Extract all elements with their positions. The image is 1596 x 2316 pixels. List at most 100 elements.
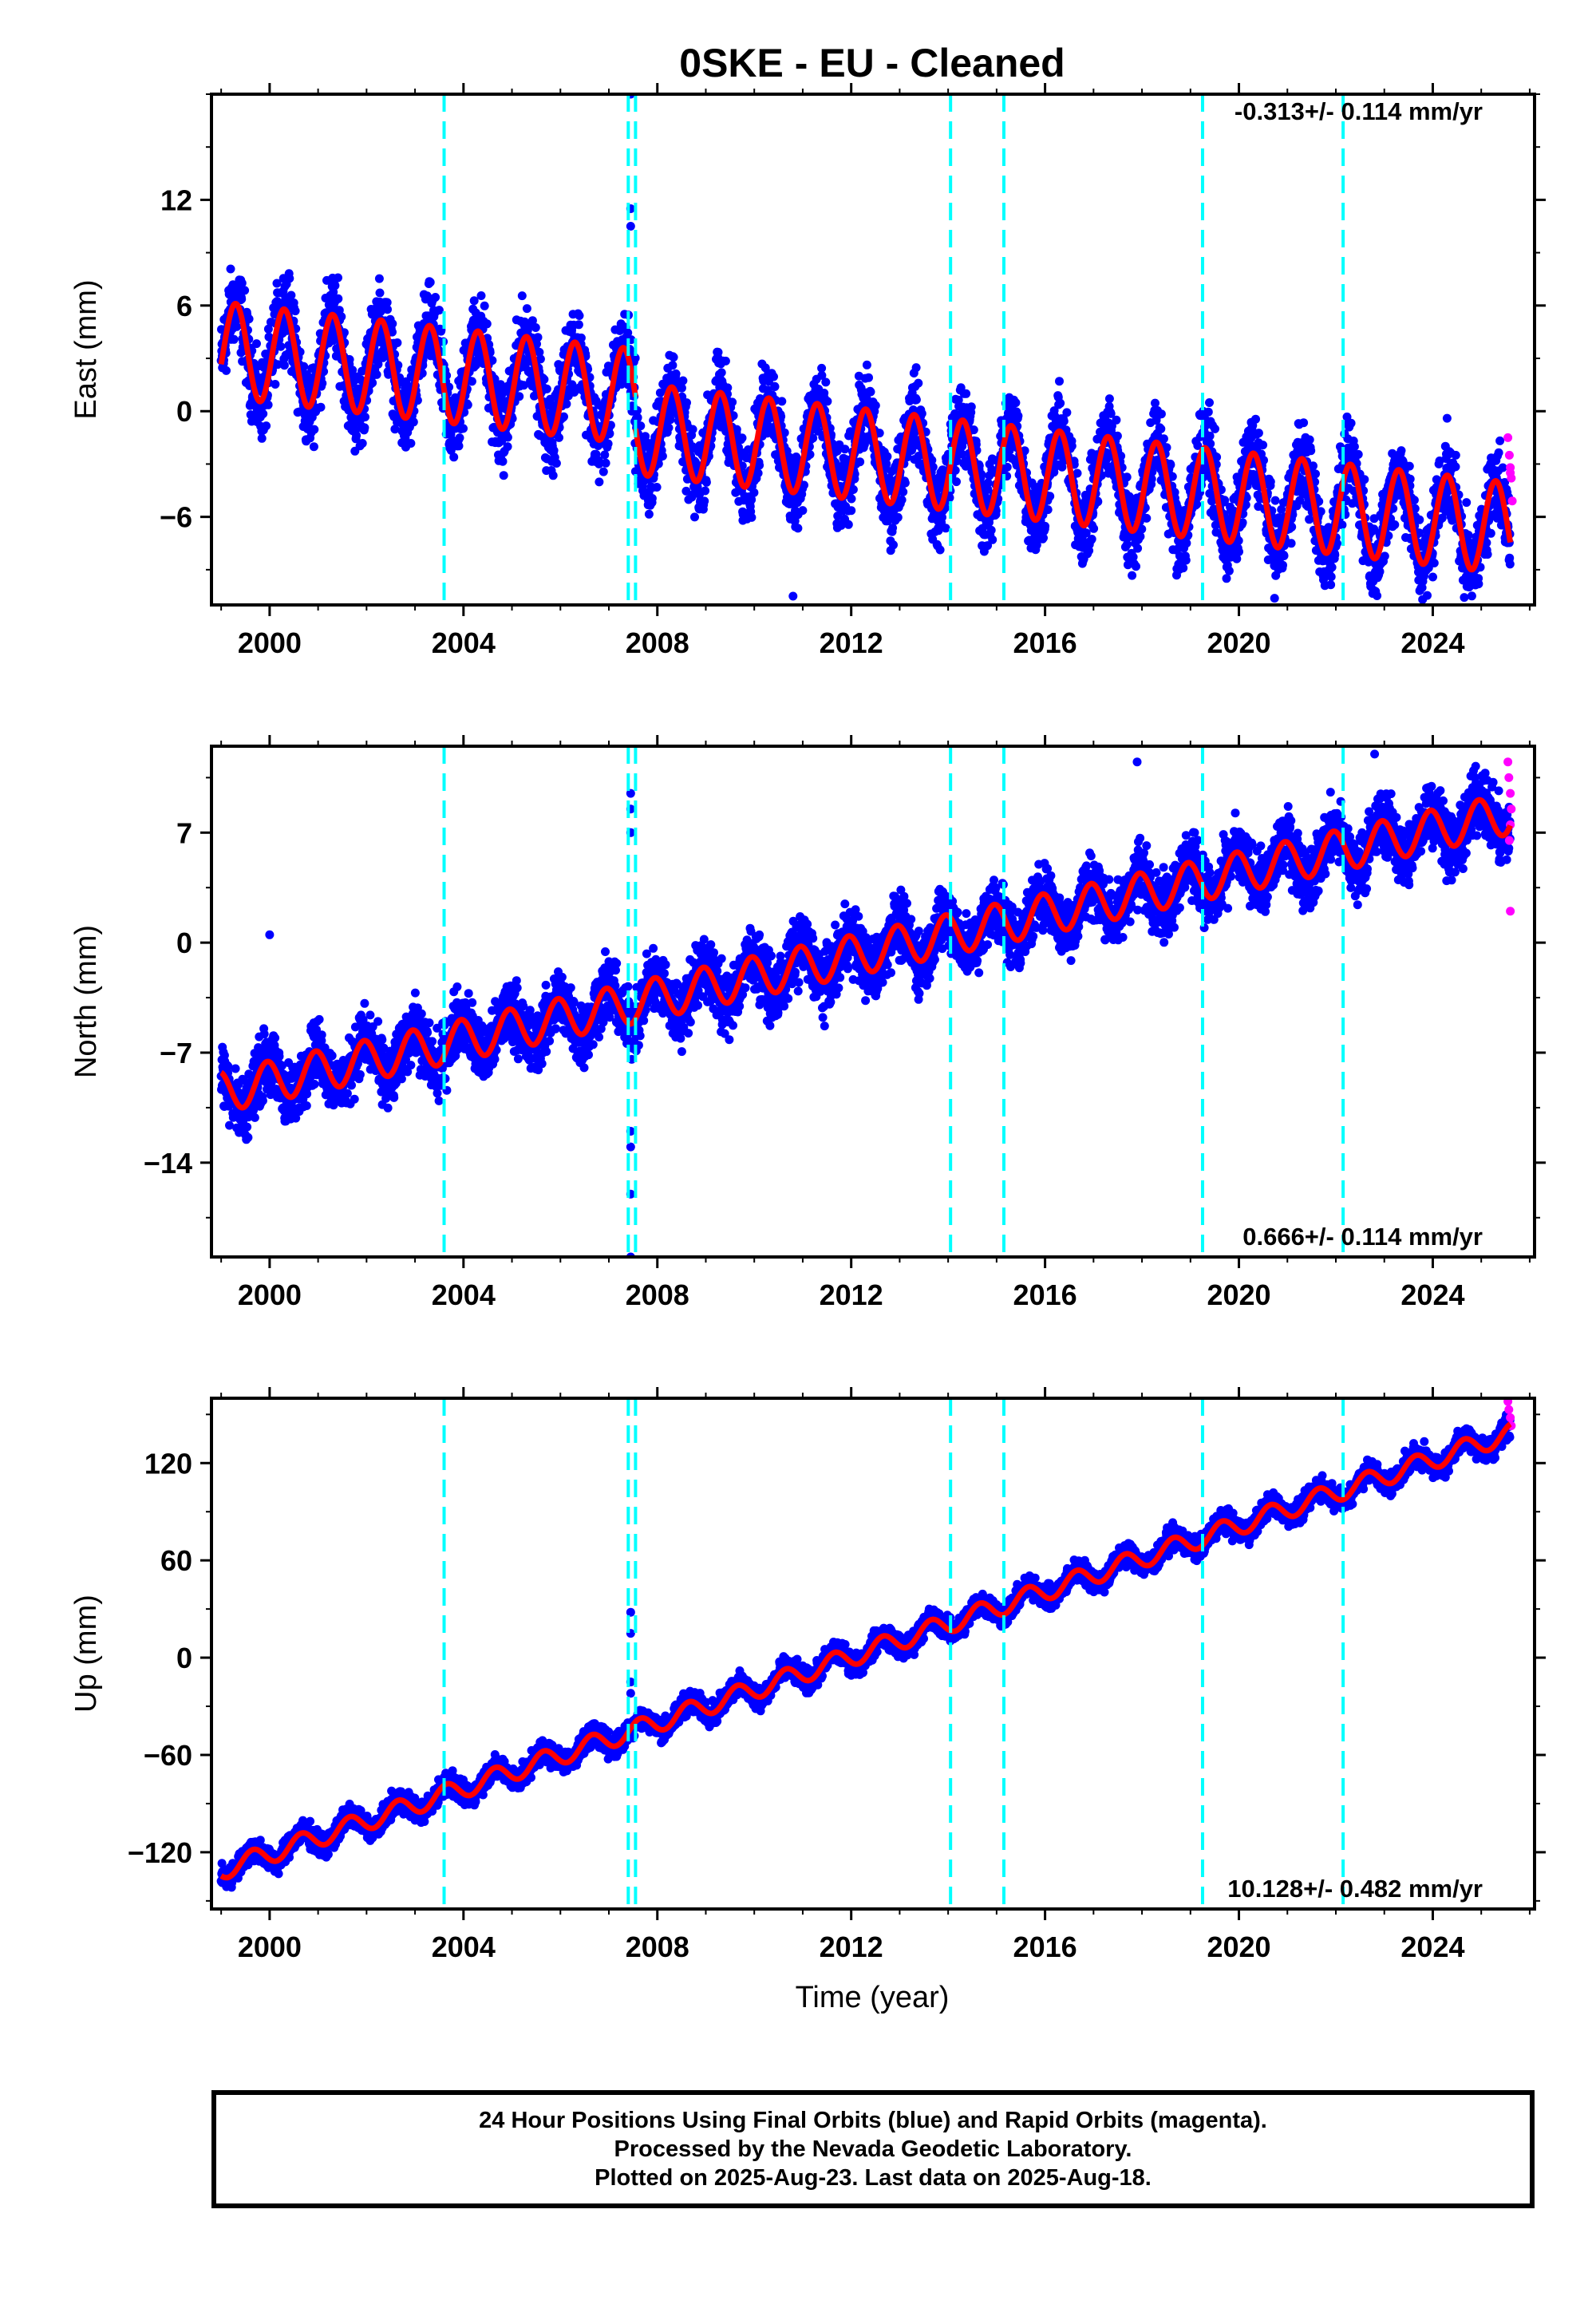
data-point xyxy=(871,401,880,410)
data-point xyxy=(498,456,508,466)
data-point xyxy=(1151,398,1159,408)
data-point xyxy=(647,494,657,503)
data-point xyxy=(279,361,289,370)
data-point xyxy=(503,442,512,452)
data-point xyxy=(883,452,892,461)
data-point xyxy=(237,279,247,288)
data-point xyxy=(1235,547,1243,556)
data-point xyxy=(459,424,468,433)
data-point xyxy=(875,429,884,438)
data-point xyxy=(533,333,543,342)
data-point xyxy=(1011,398,1021,408)
data-point xyxy=(406,439,416,448)
data-point xyxy=(682,398,691,408)
data-point xyxy=(1211,424,1219,433)
data-point xyxy=(677,383,686,393)
data-point xyxy=(374,274,384,283)
data-point xyxy=(1220,496,1230,505)
data-point xyxy=(454,441,464,451)
data-point xyxy=(817,363,827,373)
data-point xyxy=(388,327,397,337)
data-point xyxy=(770,382,780,391)
data-point xyxy=(900,478,910,488)
data-point xyxy=(476,291,486,300)
data-point xyxy=(1013,411,1023,421)
data-point xyxy=(1404,461,1414,471)
data-point xyxy=(271,380,280,389)
data-point xyxy=(1306,446,1316,456)
data-point xyxy=(988,535,998,544)
data-point xyxy=(1212,453,1222,462)
data-point xyxy=(914,378,923,388)
data-point xyxy=(681,486,691,496)
data-point xyxy=(316,402,326,412)
data-point xyxy=(390,425,400,434)
data-point xyxy=(753,468,763,478)
data-point xyxy=(535,347,544,357)
data-point xyxy=(559,412,568,421)
data-point xyxy=(1159,434,1168,444)
data-point xyxy=(482,319,492,329)
data-point xyxy=(1337,520,1347,530)
data-point xyxy=(1360,475,1369,484)
data-point xyxy=(595,459,604,468)
data-point xyxy=(893,512,903,522)
data-point xyxy=(393,338,402,347)
data-point xyxy=(701,486,710,496)
data-point xyxy=(1123,539,1132,549)
data-point xyxy=(888,524,898,532)
data-point xyxy=(393,361,403,370)
data-point xyxy=(1128,571,1137,580)
data-point xyxy=(1041,521,1050,531)
data-point xyxy=(434,306,444,315)
data-point xyxy=(889,540,898,550)
data-point xyxy=(1181,555,1191,565)
data-point xyxy=(229,334,239,344)
data-point xyxy=(664,423,674,433)
data-point xyxy=(567,380,577,389)
data-point xyxy=(966,402,976,412)
data-point xyxy=(226,264,235,274)
data-point xyxy=(1142,513,1152,523)
data-point xyxy=(1327,563,1337,572)
data-point xyxy=(517,291,527,301)
data-point xyxy=(1112,431,1122,441)
data-point xyxy=(549,445,559,455)
data-point xyxy=(222,366,231,375)
data-point xyxy=(345,355,354,364)
data-point xyxy=(1286,539,1296,548)
data-point xyxy=(469,296,479,306)
data-point xyxy=(372,370,381,379)
data-point xyxy=(259,409,268,418)
data-point xyxy=(911,395,921,405)
data-point xyxy=(286,290,296,300)
data-point xyxy=(337,312,346,322)
data-point xyxy=(847,506,856,516)
data-point xyxy=(1415,515,1424,524)
data-point xyxy=(375,288,385,298)
data-point xyxy=(962,389,971,398)
data-point xyxy=(1305,515,1314,524)
data-point xyxy=(1278,560,1287,570)
data-point xyxy=(425,278,435,287)
data-point xyxy=(237,294,247,304)
data-point xyxy=(383,305,392,314)
data-point xyxy=(299,362,309,371)
data-point xyxy=(244,314,254,324)
data-point xyxy=(713,347,723,357)
data-point xyxy=(817,370,827,380)
data-point xyxy=(899,487,908,496)
data-point xyxy=(897,495,907,504)
data-point xyxy=(1349,442,1359,452)
data-point xyxy=(360,423,369,433)
data-point xyxy=(952,477,961,487)
data-point xyxy=(1390,520,1400,529)
data-point xyxy=(467,377,476,386)
data-point xyxy=(737,433,747,443)
data-point xyxy=(882,459,891,468)
data-point xyxy=(941,524,950,533)
data-point xyxy=(690,512,699,522)
data-point xyxy=(630,354,640,363)
